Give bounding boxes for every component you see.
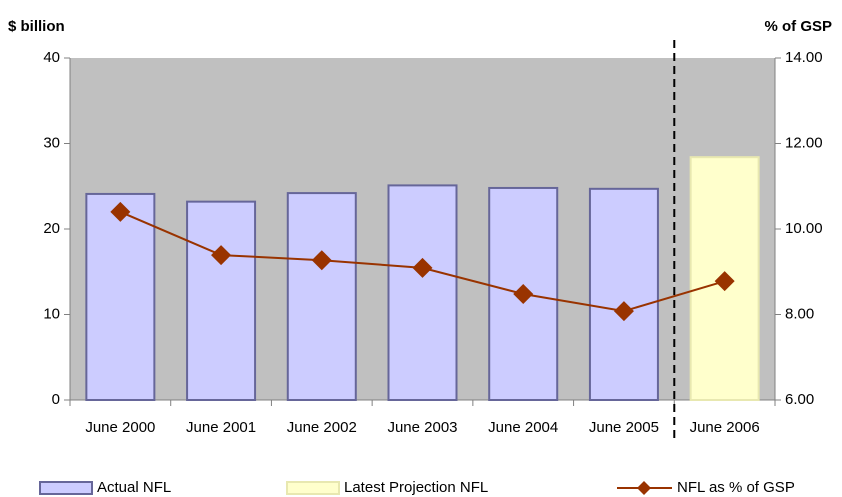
y-tick-label: 30: [43, 134, 60, 151]
x-tick-label: June 2004: [488, 419, 558, 436]
bar: [286, 192, 357, 401]
legend-label: NFL as % of GSP: [677, 479, 795, 496]
line-marker: [412, 257, 433, 278]
x-tick-label: June 2003: [387, 419, 457, 436]
y-axis-label: $ billion: [8, 18, 65, 35]
y2-tick-label: 14.00: [785, 49, 823, 66]
y2-tick-label: 12.00: [785, 134, 823, 151]
y2-tick-label: 10.00: [785, 220, 823, 237]
legend-label: Latest Projection NFL: [344, 479, 488, 496]
line-marker: [714, 271, 735, 292]
y2-axis-label: % of GSP: [764, 18, 832, 35]
line-marker: [613, 301, 634, 322]
line-marker: [311, 250, 332, 271]
bar: [387, 184, 458, 401]
legend-swatch: [39, 481, 93, 495]
y-tick-label: 10: [43, 305, 60, 322]
legend-marker: [637, 481, 651, 495]
line-marker: [110, 201, 131, 222]
y2-tick-label: 8.00: [785, 305, 814, 322]
legend-label: Actual NFL: [97, 479, 171, 496]
x-tick-label: June 2001: [186, 419, 256, 436]
y2-tick-label: 6.00: [785, 391, 814, 408]
y-tick-label: 40: [43, 49, 60, 66]
bar: [186, 200, 257, 401]
line-marker: [211, 245, 232, 266]
bar: [85, 192, 156, 401]
y-tick-label: 0: [52, 391, 60, 408]
x-tick-label: June 2005: [589, 419, 659, 436]
line-marker: [513, 283, 534, 304]
bar: [588, 187, 659, 401]
y-tick-label: 20: [43, 220, 60, 237]
legend-swatch: [286, 481, 340, 495]
x-tick-label: June 2002: [287, 419, 357, 436]
x-tick-label: June 2000: [85, 419, 155, 436]
x-tick-label: June 2006: [690, 419, 760, 436]
